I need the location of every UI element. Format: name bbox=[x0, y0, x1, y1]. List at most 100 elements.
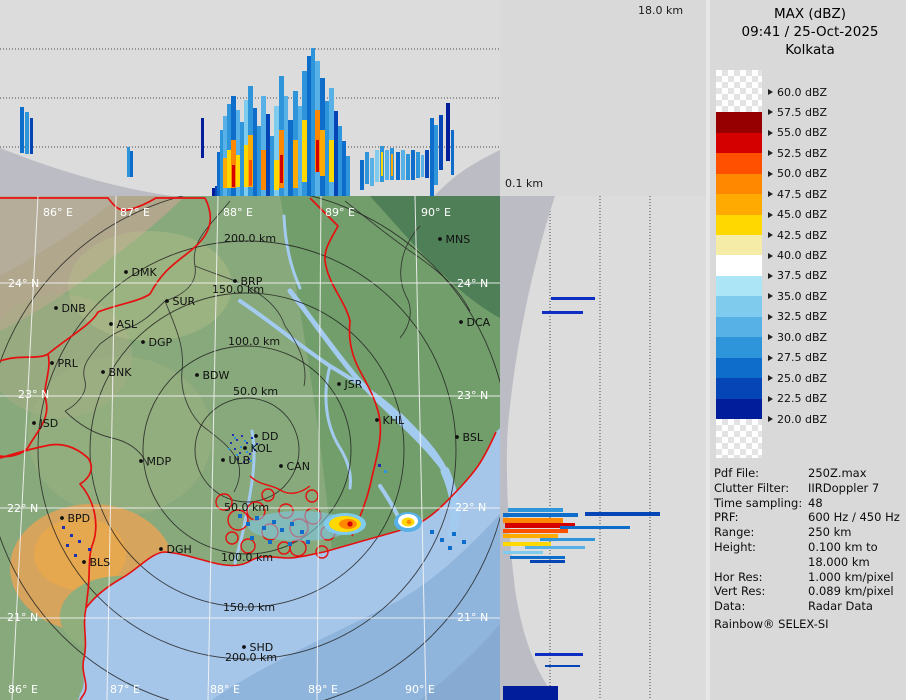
map-label: 200.0 km bbox=[224, 232, 276, 245]
map-label: 150.0 km bbox=[223, 601, 275, 614]
range-ring-labels: 200.0 km 150.0 km 100.0 km 50.0 km 50.0 km 10… bbox=[212, 232, 280, 664]
map-label: BRP bbox=[241, 275, 263, 288]
metadata-row: PRF: 600 Hz / 450 Hz bbox=[714, 510, 900, 525]
metadata-row: Data: Radar Data bbox=[714, 599, 873, 614]
coastline bbox=[79, 431, 497, 700]
station-mdp: MDP bbox=[139, 455, 171, 468]
station-bnk: BNK bbox=[101, 366, 132, 379]
station-prl: PRL bbox=[50, 357, 79, 370]
legend-band bbox=[716, 70, 762, 113]
station-dot-icon bbox=[141, 340, 145, 344]
legend-band bbox=[716, 275, 762, 297]
map-label: BPD bbox=[68, 512, 91, 525]
station-brp: BRP bbox=[233, 275, 263, 288]
map-label: 89° E bbox=[325, 206, 355, 219]
station-mns: MNS bbox=[438, 233, 470, 246]
map-label: SHD bbox=[250, 641, 274, 654]
legend-band bbox=[716, 132, 762, 154]
map-label: BDW bbox=[203, 369, 230, 382]
station-dd: DD bbox=[254, 430, 278, 443]
station-dca: DCA bbox=[459, 316, 491, 329]
station-dot-icon bbox=[165, 299, 169, 303]
min-height-axis-label: 0.1 km bbox=[505, 177, 544, 190]
height-gridlines-vertical bbox=[549, 196, 651, 700]
map-label: 87° E bbox=[110, 683, 140, 696]
station-dmk: DMK bbox=[124, 266, 157, 279]
station-khl: KHL bbox=[375, 414, 405, 427]
legend-band bbox=[716, 173, 762, 195]
legend-tick-arrow-icon bbox=[768, 272, 773, 279]
station-dot-icon bbox=[159, 547, 163, 551]
radar-echo-height-columns bbox=[20, 48, 454, 196]
station-bdw: BDW bbox=[195, 369, 230, 382]
legend-value-label: 35.0 dBZ bbox=[768, 289, 827, 303]
legend-tick-arrow-icon bbox=[768, 395, 773, 402]
reflectivity-scale-labels: 60.0 dBZ 57.5 dBZ 55.0 dBZ 52.5 dBZ 50.0 dBZ… bbox=[768, 0, 906, 470]
legend-value-label: 22.5 dBZ bbox=[768, 392, 827, 406]
map-label: 24° N bbox=[457, 277, 488, 290]
beam-blind-wedge-side bbox=[500, 196, 558, 700]
map-label: 89° E bbox=[308, 683, 338, 696]
map-label: BLS bbox=[90, 556, 111, 569]
station-dot-icon bbox=[32, 421, 36, 425]
station-dot-icon bbox=[139, 459, 143, 463]
radar-echo-plan bbox=[62, 434, 466, 557]
legend-value-label: 52.5 dBZ bbox=[768, 146, 827, 160]
map-label: 88° E bbox=[223, 206, 253, 219]
station-ulb: ULB bbox=[221, 454, 250, 467]
metadata-row: Clutter Filter: IIRDoppler 7 bbox=[714, 480, 880, 495]
legend-tick-arrow-icon bbox=[768, 150, 773, 157]
station-dot-icon bbox=[124, 270, 128, 274]
map-label: 90° E bbox=[421, 206, 451, 219]
map-label: DGP bbox=[149, 336, 173, 349]
station-dgp: DGP bbox=[141, 336, 172, 349]
radar-plan-view-map: 200.0 km 150.0 km 100.0 km 50.0 km 50.0 km 10… bbox=[0, 187, 510, 700]
map-label: 200.0 km bbox=[225, 651, 277, 664]
station-dot-icon bbox=[279, 464, 283, 468]
legend-value-label: 30.0 dBZ bbox=[768, 330, 827, 344]
station-kol: KOL bbox=[243, 442, 273, 455]
map-label: 24° N bbox=[8, 277, 39, 290]
side-projection-plot bbox=[500, 196, 660, 700]
legend-value-label: 25.0 dBZ bbox=[768, 371, 827, 385]
max-height-axis-label: 18.0 km bbox=[638, 4, 684, 17]
map-label: BNK bbox=[109, 366, 133, 379]
map-label: KHL bbox=[383, 414, 405, 427]
legend-value-label: 45.0 dBZ bbox=[768, 208, 827, 222]
map-label: DD bbox=[262, 430, 279, 443]
map-label: 90° E bbox=[405, 683, 435, 696]
station-dot-icon bbox=[375, 418, 379, 422]
reflectivity-color-scale bbox=[716, 70, 762, 458]
map-label: 23° N bbox=[18, 388, 49, 401]
legend-value-label: 37.5 dBZ bbox=[768, 269, 827, 283]
map-label: 22° N bbox=[7, 502, 38, 515]
legend-tick-arrow-icon bbox=[768, 293, 773, 300]
legend-band bbox=[716, 378, 762, 399]
map-label: BSL bbox=[463, 431, 484, 444]
metadata-row: 18.000 km bbox=[808, 554, 870, 569]
legend-band bbox=[716, 194, 762, 215]
map-label: 50.0 km bbox=[224, 501, 269, 514]
map-label: 87° E bbox=[120, 206, 150, 219]
metadata-row: Height: 0.100 km to bbox=[714, 539, 878, 554]
legend-tick-arrow-icon bbox=[768, 375, 773, 382]
legend-tick-arrow-icon bbox=[768, 313, 773, 320]
graticule-labels: 86° E 87° E 88° E 89° E 90° E 86° E 87° E 88° E… bbox=[7, 206, 488, 696]
station-dot-icon bbox=[243, 446, 247, 450]
plan-view-svg: 200.0 km 150.0 km 100.0 km 50.0 km 50.0 km 10… bbox=[0, 187, 510, 700]
legend-band bbox=[716, 419, 762, 458]
legend-tick-arrow-icon bbox=[768, 232, 773, 239]
metadata-row: Range: 250 km bbox=[714, 525, 852, 540]
radar-echo-side-bars bbox=[503, 297, 660, 700]
map-label: JSD bbox=[39, 417, 59, 430]
legend-value-label: 20.0 dBZ bbox=[768, 412, 827, 426]
map-label: MNS bbox=[446, 233, 471, 246]
legend-band bbox=[716, 235, 762, 256]
map-label: KOL bbox=[251, 442, 273, 455]
legend-value-label: 57.5 dBZ bbox=[768, 105, 827, 119]
legend-tick-arrow-icon bbox=[768, 252, 773, 259]
station-dot-icon bbox=[221, 458, 225, 462]
legend-tick-arrow-icon bbox=[768, 416, 773, 423]
legend-value-label: 42.5 dBZ bbox=[768, 228, 827, 242]
map-label: 150.0 km bbox=[212, 283, 264, 296]
